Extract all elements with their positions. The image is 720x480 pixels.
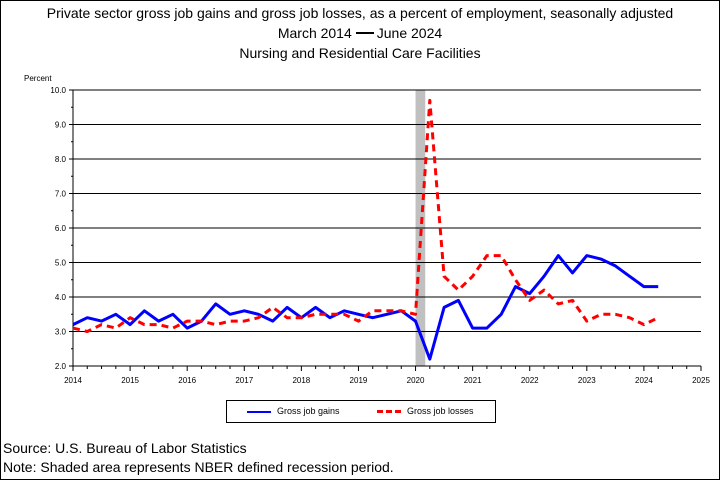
x-tick-label: 2014 <box>64 376 82 385</box>
y-tick-label: 8.0 <box>55 155 67 164</box>
x-tick-label: 2025 <box>692 376 710 385</box>
x-tick-label: 2024 <box>635 376 653 385</box>
chart-date-range: March 2014 June 2024 <box>0 23 720 43</box>
x-tick-label: 2019 <box>350 376 368 385</box>
y-tick-label: 10.0 <box>50 86 66 95</box>
date-range-end: June 2024 <box>376 25 443 41</box>
legend-item-gains: Gross job gains <box>247 404 340 418</box>
x-tick-label: 2023 <box>578 376 596 385</box>
series-line-gross-job-gains <box>72 254 659 361</box>
y-axis-label: Percent <box>24 74 52 83</box>
date-range-start: March 2014 <box>277 25 352 41</box>
chart-title-block: Private sector gross job gains and gross… <box>0 3 720 63</box>
x-tick-label: 2020 <box>407 376 425 385</box>
legend-label-gains: Gross job gains <box>277 406 340 416</box>
y-tick-label: 6.0 <box>55 224 67 233</box>
chart-title: Private sector gross job gains and gross… <box>46 5 674 21</box>
x-tick-label: 2017 <box>235 376 253 385</box>
x-tick-label: 2021 <box>464 376 482 385</box>
date-range-separator <box>355 32 374 35</box>
legend-swatch-losses <box>377 410 401 414</box>
chart-industry: Nursing and Residential Care Facilities <box>239 45 481 61</box>
legend-swatch-gains <box>247 410 271 413</box>
x-tick-label: 2022 <box>521 376 539 385</box>
y-tick-label: 5.0 <box>55 259 67 268</box>
y-tick-label: 3.0 <box>55 328 67 337</box>
footer-source: Source: U.S. Bureau of Labor Statistics <box>3 440 247 456</box>
legend-label-losses: Gross job losses <box>407 406 474 416</box>
footer-note: Note: Shaded area represents NBER define… <box>3 459 394 475</box>
x-tick-label: 2016 <box>178 376 196 385</box>
series-line-gross-job-losses <box>72 98 659 333</box>
x-tick-label: 2015 <box>121 376 139 385</box>
legend-item-losses: Gross job losses <box>377 404 474 418</box>
legend: Gross job gains Gross job losses <box>226 400 496 423</box>
y-tick-label: 2.0 <box>55 362 67 371</box>
y-tick-label: 4.0 <box>55 293 67 302</box>
y-tick-label: 7.0 <box>55 190 67 199</box>
y-tick-label: 9.0 <box>55 121 67 130</box>
x-tick-label: 2018 <box>292 376 310 385</box>
